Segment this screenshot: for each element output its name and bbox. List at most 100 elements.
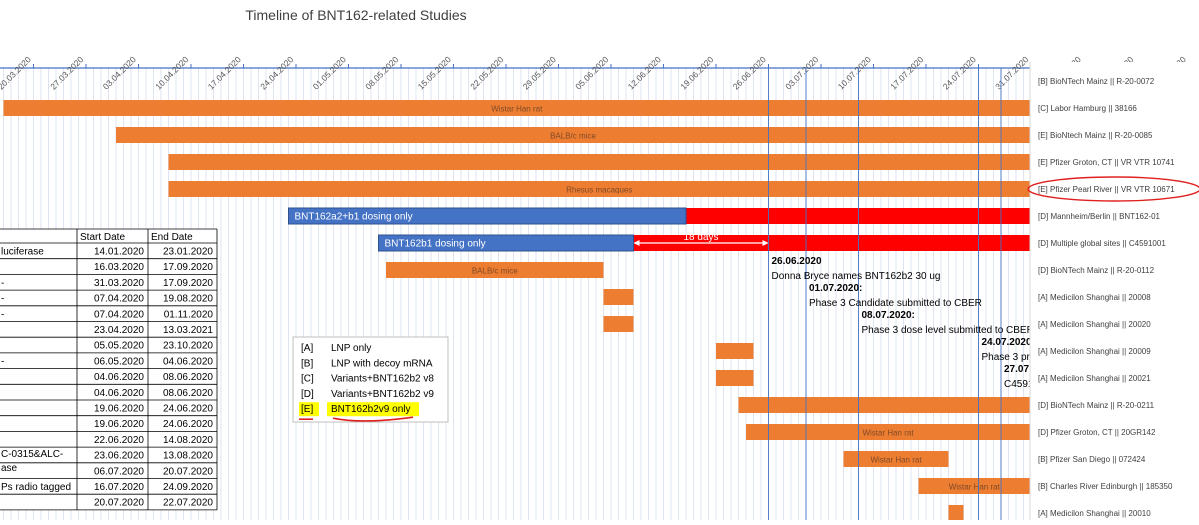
row-label: [D] Multiple global sites || C4591001 [1038, 239, 1166, 248]
row-label: [B] Charles River Edinburgh || 185350 [1038, 482, 1173, 491]
annotation-date: 24.07.2020: [982, 337, 1035, 348]
tick-label: 27.03.2020 [48, 54, 85, 91]
tick-label: 17.04.2020 [206, 54, 243, 91]
row-label: [D] BioNTech Mainz || R-20-0211 [1038, 401, 1155, 410]
tick-label: 31.07.2020 [993, 54, 1030, 91]
table-cell-date: 22.07.2020 [163, 498, 213, 509]
row-label: [A] Medicilon Shanghai || 20009 [1038, 347, 1151, 356]
legend-label: BNT162b2v9 only [331, 404, 411, 415]
row-label: [B] Pfizer San Diego || 072424 [1038, 455, 1146, 464]
legend-label: Variants+BNT162b2 v8 [331, 374, 434, 385]
span-label: 18 days [683, 232, 718, 243]
table-cell-date: 16.03.2020 [94, 262, 144, 273]
table-header: End Date [151, 232, 193, 243]
tick-label: 26.06.2020 [731, 54, 768, 91]
legend: [A] LNP only [B] LNP with decoy mRNA [C] Vari… [292, 336, 449, 423]
gantt-bar [116, 127, 1030, 143]
span-arrow-head-left [633, 240, 640, 246]
row-label: [B] BioNTech Mainz || R-20-0072 [1038, 77, 1155, 86]
legend-label: Variants+BNT162b2 v9 [331, 389, 434, 400]
table-cell-date: 06.05.2020 [94, 356, 144, 367]
bar-label: BALB/c mice [472, 267, 518, 276]
bars: Wistar Han rat BALB/c mice Rhesus macaques… [3, 100, 1030, 521]
table-cell-date: 05.05.2020 [94, 341, 144, 352]
legend-key: [C] [301, 374, 314, 385]
tick-label: 19.06.2020 [678, 54, 715, 91]
tick-label: 12.06.2020 [626, 54, 663, 91]
span-arrow-head-right [762, 240, 769, 246]
table-cell-date: 23.06.2020 [94, 451, 144, 462]
legend-text-highlight [327, 402, 419, 417]
legend-key-highlight [299, 402, 319, 417]
tick-label: 10.07.2020 [836, 54, 873, 91]
row-label: [E] Pfizer Groton, CT || VR VTR 10741 [1038, 158, 1175, 167]
chart-title: Timeline of BNT162-related Studies [245, 7, 466, 23]
tick-label: 03.04.2020 [101, 54, 138, 91]
bar-label: BALB/c mice [550, 132, 596, 141]
legend-key: [A] [301, 343, 313, 354]
table-cell-date: 23.10.2020 [163, 341, 213, 352]
table-cell-line: ase [1, 463, 18, 474]
row-label: [A] Medicilon Shanghai || 20010 [1038, 509, 1151, 518]
row-label: [E] Pfizer Pearl River || VR VTR 10671 [1038, 185, 1175, 194]
gantt-bar [843, 451, 949, 467]
tick-label: 22.05.2020 [468, 54, 505, 91]
row-label: [C] Labor Hamburg || 38166 [1038, 104, 1137, 113]
row-label: [A] Medicilon Shanghai || 20008 [1038, 293, 1151, 302]
legend-key: [B] [301, 358, 313, 369]
bar-label: BNT162b1 dosing only [385, 239, 486, 250]
table-header: Start Date [80, 232, 125, 243]
table-cell-date: 24.06.2020 [163, 404, 213, 415]
table-cell-date: 04.06.2020 [94, 388, 144, 399]
gantt-bar [386, 262, 604, 278]
gantt-bar [168, 181, 1030, 197]
row-label-panel [1030, 62, 1199, 520]
table-cell-date: 08.06.2020 [163, 372, 213, 383]
event-lines [768, 68, 1002, 520]
table-cell-date: 23.04.2020 [94, 325, 144, 336]
table-cell-date: 19.08.2020 [163, 294, 213, 305]
table-cell-date: 06.07.2020 [94, 466, 144, 477]
gantt-bar [738, 397, 1030, 413]
bar-label: BNT162a2+b1 dosing only [295, 212, 413, 223]
table-cell-date: 19.06.2020 [94, 419, 144, 430]
gantt-bar [948, 505, 964, 521]
table-cell-name: - [1, 309, 4, 320]
row-label-circle [1027, 176, 1199, 202]
table-cell-line: C-0315&ALC- [1, 449, 63, 460]
annotation-date: 01.07.2020: [809, 283, 862, 294]
table-cell-date: 20.07.2020 [163, 466, 213, 477]
legend-label: LNP only [331, 343, 371, 354]
tick-label: 08.05.2020 [363, 54, 400, 91]
table-cell-name: Ps radio tagged [1, 482, 71, 493]
gantt-bar [603, 289, 634, 305]
table-cell-date: 23.01.2020 [163, 247, 213, 258]
tick-label: 03.07.2020 [783, 54, 820, 91]
legend-underline-text [332, 416, 414, 422]
tick-label: 05.06.2020 [573, 54, 610, 91]
table-cell-date: 13.03.2021 [163, 325, 213, 336]
table-cell-date: 01.11.2020 [164, 309, 214, 320]
table-cell-date: 19.06.2020 [94, 404, 144, 415]
bar-label: Wistar Han rat [491, 105, 543, 114]
annotation-text: Phase 3 Candidate submitted to CBER [809, 298, 982, 309]
table-cell-date: 20.07.2020 [94, 498, 144, 509]
gantt-bar [603, 316, 634, 332]
row-label: [E] BioNtech Mainz || R-20-0085 [1038, 131, 1153, 140]
table-cell-date: 08.06.2020 [163, 388, 213, 399]
row-labels: [B] BioNTech Mainz || R-20-0072 [C] Labor… [1027, 62, 1199, 520]
annotation-date: 26.06.2020 [772, 256, 822, 267]
table-cell-name: luciferase [1, 247, 44, 258]
annotation-text: Donna Bryce names BNT162b2 30 ug [772, 271, 941, 282]
tick-label: 20.03.2020 [0, 54, 33, 91]
gantt-bar [168, 154, 1030, 170]
bar-label: Wistar Han rat [862, 429, 914, 438]
table-cell-date: 17.09.2020 [163, 262, 213, 273]
row-label: [A] Medicilon Shanghai || 20021 [1038, 374, 1151, 383]
row-label: [D] Pfizer Groton, CT || 20GR142 [1038, 428, 1156, 437]
gantt-bar [716, 343, 754, 359]
table-cell-date: 16.07.2020 [94, 482, 144, 493]
table-cell-date: 17.09.2020 [163, 278, 213, 289]
